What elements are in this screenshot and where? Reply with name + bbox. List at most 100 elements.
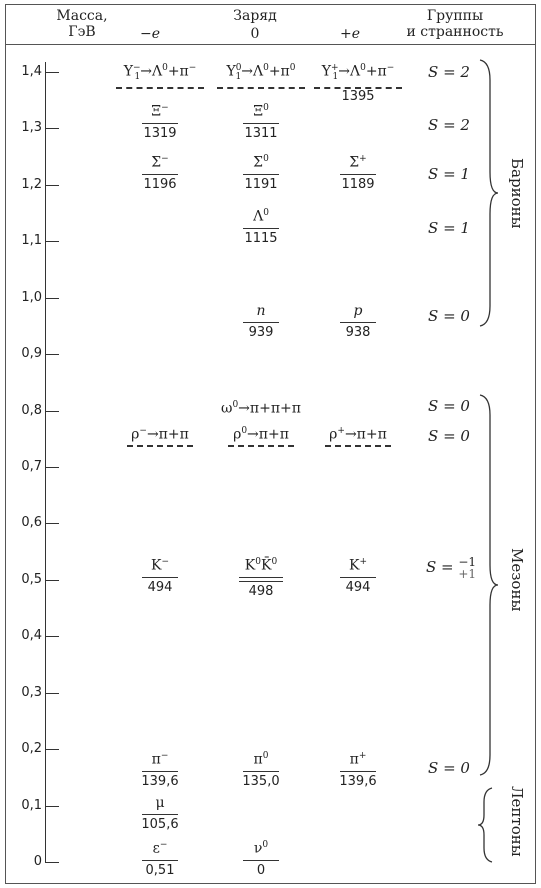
particle-symbol: Λ0: [206, 205, 316, 225]
particle-p: p 938: [303, 303, 413, 340]
particle-index: 1: [235, 72, 242, 83]
particle-pi-zero: π0 135,0: [206, 748, 316, 789]
particle-base: Σ: [253, 154, 264, 171]
axis-tick: [45, 354, 59, 356]
leptons-brace: [477, 787, 493, 863]
charge-pos-header: +e: [339, 26, 360, 42]
particle-symbol: Y−1→Λ0+π−: [105, 60, 215, 85]
particle-base: Y: [123, 63, 133, 80]
particle-mass: 939: [248, 325, 274, 340]
axis-tick: [45, 297, 59, 299]
axis-tick-label: 0,3: [21, 684, 42, 700]
particle-mass: 139,6: [339, 773, 377, 789]
particle-sigma-neg: Σ− 1196: [105, 151, 215, 192]
particle-base: Ξ: [253, 103, 264, 120]
axis-tick: [45, 749, 59, 751]
particle-decay-tail: +π: [167, 63, 189, 80]
particle-decay-charge: 0: [162, 63, 168, 73]
particle-decay-tail-charge: −: [386, 63, 395, 73]
axis-tick-label: 1,4: [21, 64, 42, 79]
particle-mass: 498: [248, 583, 274, 599]
particle-charge: 0: [263, 208, 269, 218]
particle-level-line: [142, 859, 178, 861]
particle-charge: −: [161, 154, 169, 164]
particle-base: ω: [221, 400, 233, 417]
particle-mass: 1191: [244, 176, 278, 192]
particle-base: ε: [152, 840, 160, 857]
axis-tick-label: 0,1: [21, 797, 42, 813]
particle-symbol: K0K̄0: [206, 554, 316, 574]
particle-mass: 494: [147, 579, 173, 595]
particle-index: 1: [332, 72, 339, 83]
axis-tick-label: 1,1: [21, 233, 42, 249]
particle-decay: →Λ: [241, 63, 264, 80]
particle-base: μ: [155, 795, 165, 811]
axis-tick: [45, 523, 59, 525]
particle-y-neg: Y−1→Λ0+π−: [105, 60, 215, 90]
strangeness-y: S = 2: [428, 63, 470, 81]
particle-mass: 105,6: [141, 817, 179, 832]
axis-tick: [45, 579, 59, 581]
particle-mass: 1311: [244, 125, 278, 141]
particle-mass: 139,6: [141, 773, 179, 789]
particle-level-line: [217, 87, 305, 90]
axis-tick: [45, 636, 59, 638]
mesons-label: Мезоны: [508, 548, 526, 612]
particle-symbol: Y01→Λ0+π0: [206, 60, 316, 85]
leptons-label: Лептоны: [508, 786, 526, 857]
mass-header-line1: Масса,: [56, 8, 108, 24]
particle-charge: −: [160, 751, 169, 761]
particle-level-line: [142, 770, 178, 772]
particle-charge: 0: [262, 840, 269, 850]
particle-decay-tail-charge: 0: [289, 63, 296, 73]
particle-symbol: Σ−: [105, 151, 215, 171]
baryons-brace: [479, 59, 499, 327]
particle-base: π: [151, 751, 161, 768]
particle-mu: μ 105,6: [105, 795, 215, 832]
particle-mass: 0,51: [145, 862, 175, 878]
particle-rho-neg: ρ−→π+π: [105, 423, 215, 447]
axis-tick-label: 1,2: [21, 176, 42, 192]
particle-decay: →Λ: [140, 63, 163, 80]
particle-symbol: ω0→π+π+π: [206, 397, 316, 417]
particle-xi-neg: Ξ− 1319: [105, 100, 215, 141]
mass-header: Масса, ГэВ: [52, 8, 112, 40]
particle-base: K: [150, 557, 162, 574]
particle-base: Σ: [151, 154, 162, 171]
particle-level-line: [142, 173, 178, 175]
particle-sigma-pos: Σ+ 1189: [303, 151, 413, 192]
particle-symbol: ρ0→π+π: [206, 423, 316, 443]
strangeness-omega: S = 0: [428, 397, 470, 415]
particle-level-line: [142, 814, 178, 815]
diagram-frame: [5, 4, 536, 884]
axis-tick-label: 0: [33, 854, 42, 869]
axis-tick: [45, 805, 59, 807]
mass-header-line2: ГэВ: [68, 24, 96, 40]
particle-decay: →π+π: [247, 426, 289, 443]
particle-y-zero: Y01→Λ0+π0: [206, 60, 316, 90]
particle-k-zero: K0K̄0 498: [206, 554, 316, 599]
particle-base: K: [348, 557, 360, 574]
strangeness-nucleon: S = 0: [428, 307, 470, 325]
charge-neg-header: −e: [139, 26, 160, 42]
particle-level-line: [243, 122, 279, 124]
particle-base: n: [256, 303, 266, 319]
particle-symbol: Σ+: [303, 151, 413, 171]
particle-symbol: ν0: [206, 837, 316, 857]
particle-charge: 0: [262, 751, 269, 761]
particle-decay-tail: +π: [268, 63, 290, 80]
axis-tick: [45, 184, 59, 186]
particle-level-line: [243, 227, 279, 229]
particle-lambda-zero: Λ0 1115: [206, 205, 316, 246]
particle-omega: ω0→π+π+π: [206, 397, 316, 417]
particle-index: 1: [134, 72, 141, 83]
particle-charge: 0: [235, 63, 242, 73]
charge-zero-header: 0: [250, 26, 260, 42]
axis-tick-label: 0,2: [21, 741, 42, 757]
particle-symbol: μ: [105, 795, 215, 811]
particle-symbol: Y+1→Λ0+π−: [303, 60, 413, 85]
particle-rho-zero: ρ0→π+π: [206, 423, 316, 447]
axis-tick-label: 0,9: [21, 346, 42, 362]
groups-header-line2: и странность: [406, 24, 504, 40]
particle-level-line: [340, 770, 376, 772]
